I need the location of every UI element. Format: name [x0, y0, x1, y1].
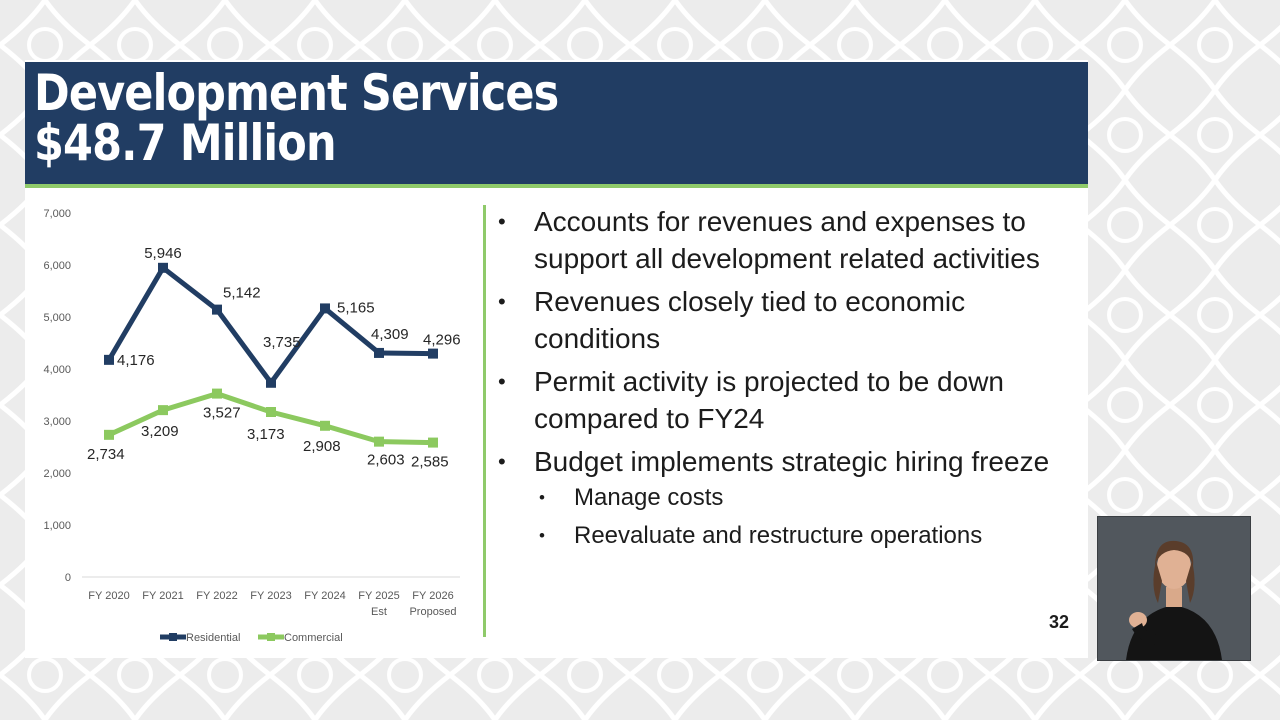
series-commercial: 2,734 3,209 3,527 3,173 2,908 2,603 2,585	[87, 388, 449, 471]
data-point	[320, 420, 330, 431]
x-tick-label: FY 2026	[412, 590, 453, 602]
x-tick-label: FY 2023	[250, 590, 291, 602]
legend-marker	[267, 633, 275, 641]
x-axis: FY 2020 FY 2021 FY 2022 FY 2023 FY 2024 FY 20…	[88, 590, 456, 618]
y-tick-label: 4,000	[43, 364, 71, 376]
data-label: 2,585	[411, 454, 449, 471]
y-tick-label: 7,000	[43, 208, 71, 220]
x-tick-label: FY 2024	[304, 590, 345, 602]
data-point	[212, 388, 222, 399]
data-point	[428, 348, 438, 359]
data-label: 2,734	[87, 446, 125, 463]
data-point	[374, 347, 384, 358]
data-label: 2,908	[303, 438, 341, 455]
bullet-item: Permit activity is projected to be down …	[495, 363, 1085, 437]
legend-label: Commercial	[284, 632, 343, 644]
bullet-item: Accounts for revenues and expenses to su…	[495, 203, 1085, 277]
data-label: 3,527	[203, 405, 241, 422]
data-point	[104, 429, 114, 440]
x-tick-label: FY 2021	[142, 590, 183, 602]
y-axis: 0 1,000 2,000 3,000 4,000 5,000 6,000 7,000	[43, 208, 71, 584]
presentation-slide: Development Services $48.7 Million 0 1,00…	[25, 60, 1088, 658]
y-tick-label: 0	[65, 572, 71, 584]
series-layer: 4,176 5,946 5,142 3,735 5,165 4,309 4,296 2,734…	[87, 245, 461, 471]
sub-bullet-item: Reevaluate and restructure operations	[495, 520, 1085, 552]
bullet-item: Budget implements strategic hiring freez…	[495, 443, 1085, 480]
data-label: 2,603	[367, 452, 405, 469]
slide-title: Development Services	[34, 64, 559, 122]
data-point	[374, 436, 384, 447]
data-label: 4,176	[117, 352, 155, 369]
x-tick-label: FY 2025	[358, 590, 399, 602]
data-point	[266, 407, 276, 418]
data-label: 3,209	[141, 423, 179, 440]
y-tick-label: 3,000	[43, 416, 71, 428]
data-label: 5,142	[223, 285, 261, 302]
bullet-item: Revenues closely tied to economic condit…	[495, 283, 1085, 357]
column-divider	[483, 205, 486, 637]
legend-marker	[169, 633, 177, 641]
data-point	[320, 303, 330, 314]
slide-number: 32	[1049, 612, 1070, 632]
y-tick-label: 1,000	[43, 520, 71, 532]
slide-subtitle-amount: $48.7 Million	[34, 114, 337, 172]
data-label: 3,735	[263, 334, 301, 351]
data-label: 5,165	[337, 299, 375, 316]
y-tick-label: 5,000	[43, 312, 71, 324]
data-point	[266, 377, 276, 388]
legend-label: Residential	[186, 632, 240, 644]
bullet-list: Accounts for revenues and expenses to su…	[495, 203, 1085, 558]
x-tick-label: Est	[371, 606, 387, 618]
x-tick-label: Proposed	[409, 606, 456, 618]
data-label: 3,173	[247, 426, 285, 443]
data-label: 4,296	[423, 332, 461, 349]
x-tick-label: FY 2022	[196, 590, 237, 602]
series-residential: 4,176 5,946 5,142 3,735 5,165 4,309 4,296	[104, 245, 461, 388]
permit-chart: 0 1,000 2,000 3,000 4,000 5,000 6,000 7,000 FY …	[43, 208, 461, 644]
data-label: 5,946	[144, 245, 182, 262]
data-point	[212, 304, 222, 315]
data-label: 4,309	[371, 326, 409, 343]
title-bar: Development Services $48.7 Million	[25, 62, 1088, 188]
y-tick-label: 6,000	[43, 260, 71, 272]
data-point	[158, 405, 168, 416]
x-tick-label: FY 2020	[88, 590, 129, 602]
sign-language-interpreter-video	[1097, 516, 1251, 661]
y-tick-label: 2,000	[43, 468, 71, 480]
data-point	[104, 354, 114, 365]
data-point	[158, 262, 168, 273]
data-point	[428, 437, 438, 448]
legend: Residential Commercial	[160, 632, 343, 644]
sub-bullet-item: Manage costs	[495, 482, 1085, 514]
